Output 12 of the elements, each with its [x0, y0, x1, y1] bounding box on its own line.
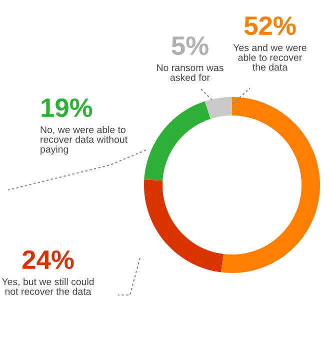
donut-slice	[204, 97, 232, 119]
data-label: 19%	[42, 98, 92, 118]
data-label: 5%	[172, 36, 208, 56]
donut-slice	[220, 97, 320, 273]
donut-slice	[144, 179, 224, 272]
slice-label: No, we were able to recover data without paying	[40, 126, 128, 155]
slice-label: Yes, but we still could not recover the data	[2, 278, 94, 295]
data-label: 24%	[22, 250, 74, 270]
donut-slice	[144, 101, 211, 181]
slice-label: Yes and we were able to recover the data	[233, 44, 306, 71]
data-label: 52%	[244, 16, 296, 36]
slice-label: No ransom was asked for	[157, 64, 224, 81]
